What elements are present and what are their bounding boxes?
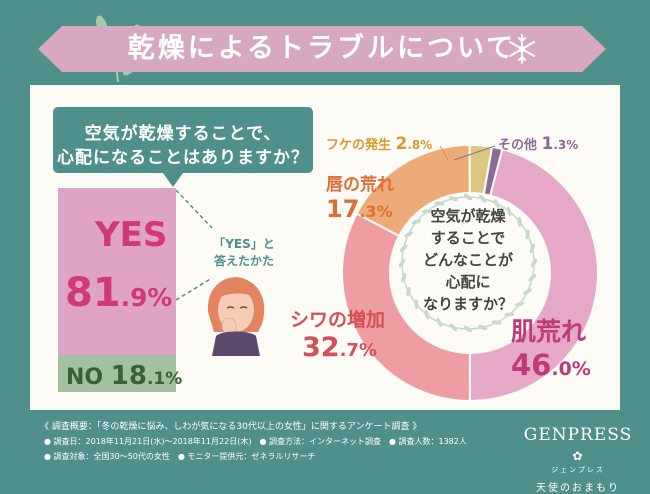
snowflake-icon xyxy=(509,34,535,64)
slice-label-kuchibiru: 唇の荒れ 17.3% xyxy=(326,170,394,223)
wreath-leaf xyxy=(424,309,430,320)
donut-question-line-4: 心配に xyxy=(445,273,491,291)
question-bubble: 空気が乾燥することで、 心配になることはありますか？ xyxy=(53,107,313,187)
question-line-2: 心配になることはありますか？ xyxy=(57,148,309,168)
yes-percent: 81.9% xyxy=(65,270,173,316)
wreath-leaf xyxy=(449,323,457,332)
sonota-value: 1 xyxy=(541,134,554,154)
slice-label-sonota: その他 1.3% xyxy=(498,134,578,154)
donut-question-line-3: どんなことが xyxy=(422,251,513,269)
yes-respondents-note: 「YES」と 答えたかた xyxy=(204,236,284,270)
slice-label-fuke: フケの発生 2.8% xyxy=(326,134,432,154)
shiwa-name: シワの増加 xyxy=(290,309,386,331)
wreath-leaf xyxy=(406,286,411,297)
fuke-decimal: .8% xyxy=(407,138,433,152)
donut-question-line-2: することで xyxy=(430,229,506,247)
wreath-leaf xyxy=(399,244,408,252)
fuke-name: フケの発生 xyxy=(326,138,396,153)
wreath-leaf xyxy=(479,194,487,203)
brand-flower-icon: ✿ xyxy=(572,449,584,463)
wreath-leaf xyxy=(525,229,530,240)
wreath-leaf xyxy=(491,320,502,325)
wreath-leaf xyxy=(514,301,525,307)
wreath-leaf xyxy=(448,196,459,202)
wreath-leaf xyxy=(463,193,473,201)
wreath-leaf xyxy=(404,231,414,238)
page-title: 乾燥によるトラブルについて xyxy=(127,33,517,64)
note-line-2: 答えたかた xyxy=(213,254,274,268)
fuke-value: 2 xyxy=(395,134,408,154)
wreath-leaf xyxy=(517,216,522,227)
yes-label: YES xyxy=(95,215,168,255)
wreath-leaf xyxy=(398,258,406,268)
footer-survey-details-2: ● 調査対象：全国30～50代の女性 ● モニター提供元：ゼネラルリサーチ xyxy=(44,452,316,461)
shiwa-decimal: .7% xyxy=(339,340,377,361)
donut-chart-svg xyxy=(341,143,599,403)
kuchibiru-decimal: .3% xyxy=(359,202,393,221)
kuchibiru-name: 唇の荒れ xyxy=(326,175,394,195)
no-bar xyxy=(58,355,176,392)
worried-woman-icon xyxy=(207,277,265,356)
kuchibiru-value: 17 xyxy=(326,195,360,223)
donut-slice-5 xyxy=(482,145,504,197)
shiwa-value: 32 xyxy=(302,332,340,363)
hadaare-decimal: .0% xyxy=(551,358,591,380)
label-leader-lines xyxy=(440,145,496,161)
wreath-leaf xyxy=(528,274,537,282)
donut-question: 空気が乾燥 することで どんなことが 心配に なりますか？ xyxy=(402,205,534,315)
wreath-leaf xyxy=(522,288,532,295)
wreath-decoration-icon xyxy=(398,193,538,333)
wreath-leaf xyxy=(411,219,422,225)
sonota-decimal: .3% xyxy=(553,138,579,152)
brand-name: GENPRESS xyxy=(523,425,633,445)
question-line-1: 空気が乾燥することで、 xyxy=(84,124,282,144)
wreath-leaf xyxy=(414,299,419,310)
note-line-1: 「YES」と xyxy=(213,237,275,251)
donut-slice-2 xyxy=(341,212,471,403)
donut-slice-1 xyxy=(468,147,599,403)
yes-bar xyxy=(58,188,176,355)
connector-lines xyxy=(176,190,213,301)
wreath-leaf xyxy=(506,206,512,217)
wreath-leaf xyxy=(493,199,500,209)
slice-label-shiwa: シワの増加 32.7% xyxy=(290,305,385,363)
brand-kana: ジェンプレス xyxy=(551,466,605,474)
wreath-leaf xyxy=(463,325,473,333)
hadaare-value: 46 xyxy=(511,348,552,382)
wreath-leaf xyxy=(504,312,515,317)
wreath-leaf xyxy=(530,258,538,268)
hadaare-name: 肌荒れ xyxy=(511,317,587,346)
wreath-leaf xyxy=(421,209,432,214)
donut-chart xyxy=(340,143,600,403)
no-percent: NO 18.1% xyxy=(66,361,183,391)
slice-label-hadaare: 肌荒れ 46.0% xyxy=(511,312,591,382)
wreath-leaf xyxy=(436,317,443,327)
donut-question-line-5: なりますか？ xyxy=(422,295,513,313)
wreath-leaf xyxy=(477,324,488,330)
sonota-name: その他 xyxy=(498,138,542,153)
wreath-leaf xyxy=(401,272,407,283)
wreath-leaf xyxy=(529,243,535,254)
donut-question-line-1: 空気が乾燥 xyxy=(430,207,506,225)
title-banner: 乾燥によるトラブルについて xyxy=(38,26,606,72)
footer-survey-details-1: ● 調査日：2018年11月21日(水)～2018年11月22日(木) ● 調査… xyxy=(44,437,467,446)
footer-survey-title: 《 調査概要：「冬の乾燥に悩み、しわが気になる30代以上の女性」に関するアンケー… xyxy=(40,422,422,432)
wreath-leaf xyxy=(434,201,445,206)
brand-logo: GENPRESS ✿ ジェンプレス 天使のおまもり xyxy=(523,425,633,494)
